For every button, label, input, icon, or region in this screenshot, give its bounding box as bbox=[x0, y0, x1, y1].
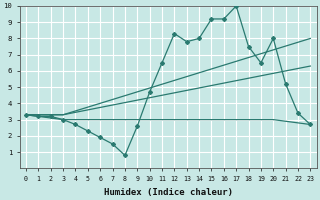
X-axis label: Humidex (Indice chaleur): Humidex (Indice chaleur) bbox=[104, 188, 233, 197]
